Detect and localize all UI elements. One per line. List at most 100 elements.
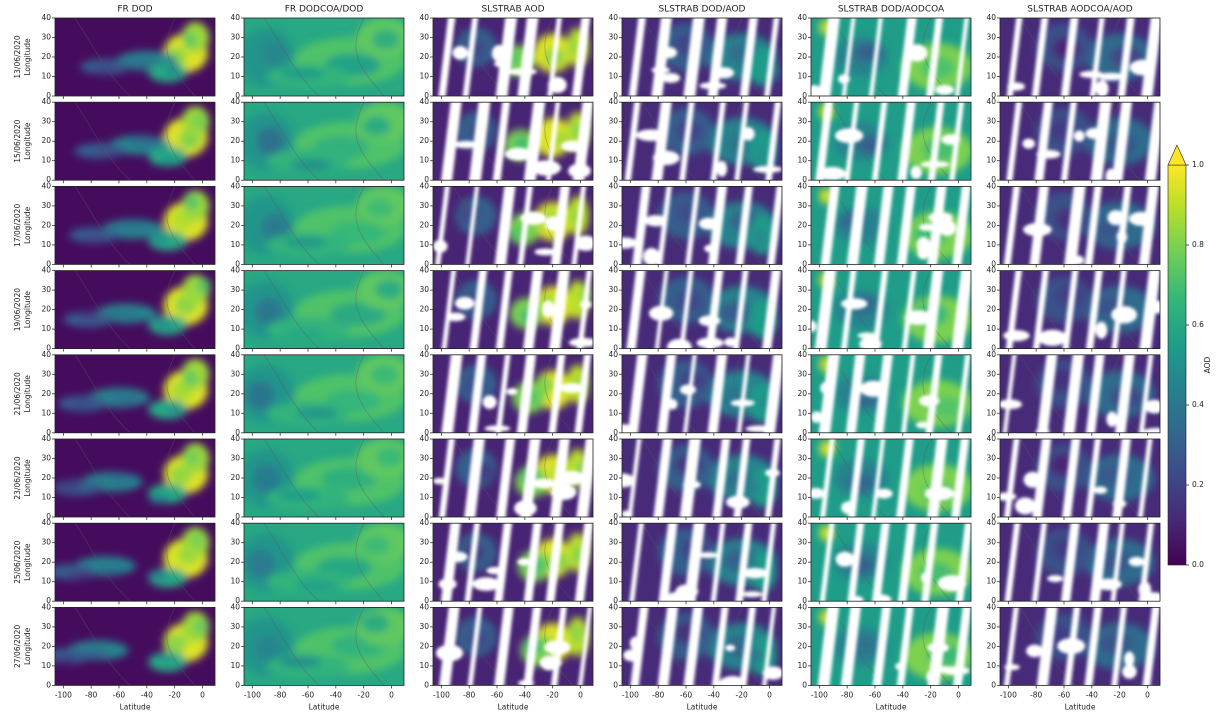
- y-tick-label: 0: [613, 680, 618, 689]
- y-tick-label: 40: [797, 518, 807, 527]
- y-tick-label: 40: [419, 602, 429, 611]
- missing-patch: [531, 479, 555, 489]
- field-blob: [278, 490, 320, 502]
- y-tick-label: 10: [419, 577, 429, 586]
- panel-field: [1000, 269, 1168, 351]
- y-tick-label: 10: [419, 240, 429, 249]
- y-tick-label: 40: [986, 350, 996, 359]
- field-blob: [56, 483, 81, 491]
- x-tick-label: 0: [956, 690, 961, 699]
- missing-patch: [941, 134, 960, 144]
- missing-patch: [1143, 428, 1169, 436]
- missing-patch: [1106, 168, 1116, 184]
- x-tick-label: -20: [169, 690, 181, 699]
- missing-patch: [935, 85, 954, 95]
- missing-patch: [492, 45, 507, 62]
- x-tick-label: -80: [1030, 690, 1042, 699]
- column-title: FR DODCOA/DOD: [285, 5, 364, 15]
- x-tick-label: -20: [1114, 690, 1126, 699]
- panel-field: [622, 16, 782, 98]
- missing-patch: [1036, 150, 1060, 159]
- field-blob: [183, 32, 197, 48]
- y-tick-label: 40: [41, 350, 51, 359]
- y-tick-label: 30: [608, 369, 618, 378]
- x-axis-label: Latitude: [687, 702, 718, 711]
- map-panel: 010203040: [230, 181, 412, 268]
- missing-patch: [1113, 500, 1126, 509]
- y-tick-label: 20: [797, 557, 807, 566]
- map-panel: 010203040: [608, 350, 784, 437]
- map-panel: 010203040: [230, 350, 412, 437]
- missing-patch: [713, 67, 734, 78]
- x-tick-label: -40: [708, 690, 720, 699]
- panel-field: [433, 269, 598, 351]
- y-tick-label: 20: [797, 641, 807, 650]
- x-tick-label: -80: [463, 690, 475, 699]
- panel-field: [41, 607, 215, 685]
- missing-patch: [699, 82, 726, 89]
- field-blob: [154, 319, 173, 329]
- missing-patch: [717, 161, 727, 177]
- missing-patch: [667, 339, 692, 356]
- y-tick-label: 40: [608, 350, 618, 359]
- y-axis-label: Longitude: [23, 206, 32, 244]
- missing-patch: [1117, 230, 1128, 243]
- y-tick-label: 30: [797, 369, 807, 378]
- y-tick-label: 20: [419, 641, 429, 650]
- y-tick-label: 20: [608, 136, 618, 145]
- panel-field: [433, 437, 598, 519]
- figure: FR DOD01020304013/06/2020Longitude010203…: [0, 0, 1216, 716]
- y-tick-label: 40: [419, 518, 429, 527]
- missing-patch: [697, 337, 724, 348]
- missing-patch: [926, 670, 937, 684]
- y-tick-label: 30: [419, 369, 429, 378]
- map-panel: 010203040-100-80-60-40-200Latitude: [797, 602, 972, 711]
- x-tick-label: -80: [85, 690, 97, 699]
- y-tick-label: 40: [419, 350, 429, 359]
- y-tick-label: 10: [986, 493, 996, 502]
- y-tick-label: 20: [41, 220, 51, 229]
- y-tick-label: 20: [797, 220, 807, 229]
- field-blob: [164, 65, 183, 75]
- panel-field: [47, 523, 215, 601]
- missing-patch: [1003, 330, 1029, 341]
- x-tick-label: -40: [141, 690, 153, 699]
- y-tick-label: 10: [608, 408, 618, 417]
- y-tick-label: 30: [986, 454, 996, 463]
- missing-patch: [699, 218, 719, 230]
- field-blob: [67, 571, 92, 579]
- map-panel: 010203040: [230, 434, 412, 521]
- missing-patch: [849, 596, 863, 605]
- y-tick-label: 10: [230, 240, 240, 249]
- map-panel: 010203040: [230, 13, 412, 100]
- y-tick-label: 10: [230, 577, 240, 586]
- y-tick-label: 40: [41, 13, 51, 22]
- y-tick-label: 10: [230, 661, 240, 670]
- map-panel: 010203040: [419, 350, 593, 437]
- map-panel: 010203040: [419, 266, 598, 353]
- y-tick-label: 30: [608, 33, 618, 42]
- panel-field: [622, 521, 782, 607]
- y-tick-label: 40: [230, 434, 240, 443]
- missing-patch: [1107, 210, 1124, 225]
- missing-patch: [436, 645, 463, 662]
- y-tick-label: 20: [797, 305, 807, 314]
- missing-patch: [448, 552, 468, 563]
- field-blob: [363, 116, 391, 135]
- panel-field: [611, 184, 785, 266]
- panel-field: [55, 186, 215, 264]
- y-tick-label: 10: [419, 661, 429, 670]
- missing-patch: [1129, 212, 1154, 226]
- y-tick-label: 10: [608, 577, 618, 586]
- y-tick-label: 40: [419, 266, 429, 275]
- field-blob: [158, 652, 177, 662]
- y-tick-label: 30: [41, 369, 51, 378]
- panel-field: [238, 102, 412, 180]
- missing-patch: [1023, 223, 1052, 236]
- y-tick-label: 20: [797, 52, 807, 61]
- field-blob: [104, 473, 135, 483]
- map-panel: 010203040: [797, 266, 973, 353]
- y-tick-label: 40: [230, 181, 240, 190]
- x-tick-label: -100: [811, 690, 828, 699]
- missing-patch: [841, 501, 856, 514]
